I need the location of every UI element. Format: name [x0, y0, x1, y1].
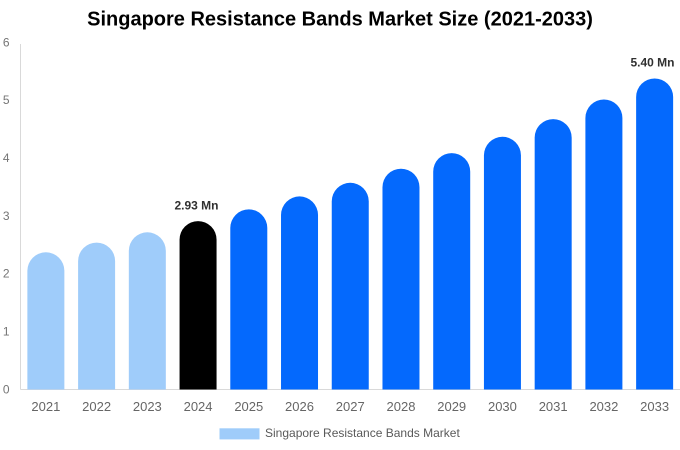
svg-text:2027: 2027: [336, 399, 365, 414]
svg-text:2030: 2030: [488, 399, 517, 414]
svg-text:2031: 2031: [539, 399, 568, 414]
svg-text:2029: 2029: [437, 399, 466, 414]
svg-text:4: 4: [3, 151, 10, 165]
svg-text:3: 3: [3, 209, 10, 223]
svg-text:6: 6: [3, 35, 10, 49]
svg-text:2021: 2021: [31, 399, 60, 414]
svg-text:2022: 2022: [82, 399, 111, 414]
svg-text:2023: 2023: [133, 399, 162, 414]
svg-text:Singapore Resistance Bands Mar: Singapore Resistance Bands Market: [265, 426, 460, 440]
svg-text:2.93 Mn: 2.93 Mn: [174, 198, 218, 212]
svg-text:2: 2: [3, 267, 10, 281]
svg-text:5.40 Mn: 5.40 Mn: [630, 55, 674, 69]
svg-text:Singapore Resistance Bands Mar: Singapore Resistance Bands Market Size (…: [87, 9, 593, 31]
svg-text:2032: 2032: [589, 399, 618, 414]
svg-text:2024: 2024: [184, 399, 213, 414]
svg-text:2028: 2028: [387, 399, 416, 414]
svg-text:2033: 2033: [640, 399, 669, 414]
svg-text:0: 0: [3, 382, 10, 396]
svg-text:2026: 2026: [285, 399, 314, 414]
svg-text:2025: 2025: [234, 399, 263, 414]
svg-text:5: 5: [3, 93, 10, 107]
svg-text:1: 1: [3, 325, 10, 339]
